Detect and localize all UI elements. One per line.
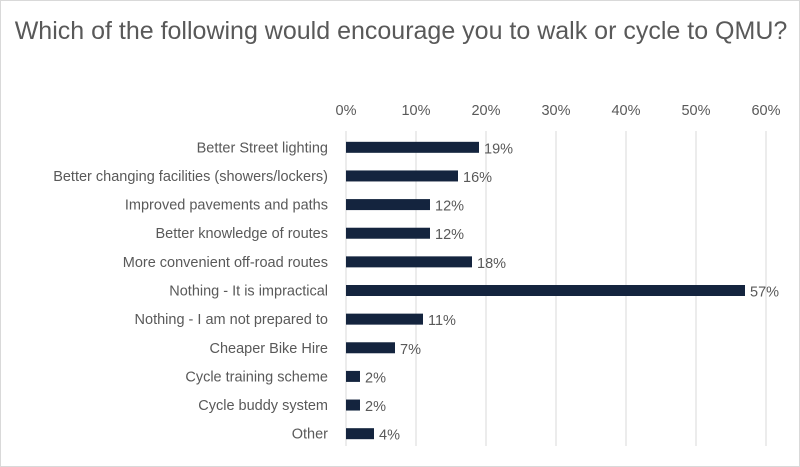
data-label: 16% — [463, 170, 492, 186]
category-label: Cheaper Bike Hire — [210, 341, 328, 357]
bar — [346, 141, 479, 153]
category-label: Cycle training scheme — [185, 369, 328, 385]
data-label: 19% — [484, 141, 513, 157]
category-label: Other — [292, 427, 328, 443]
bar — [346, 170, 458, 182]
data-label: 11% — [428, 313, 456, 329]
bar — [346, 199, 430, 211]
data-label: 18% — [477, 256, 506, 272]
bar — [346, 285, 745, 296]
data-label: 57% — [750, 285, 779, 301]
x-tick-label: 0% — [336, 103, 357, 119]
category-label: Improved pavements and paths — [125, 198, 328, 214]
category-label: Nothing - It is impractical — [169, 284, 328, 300]
bar — [346, 342, 395, 354]
bar — [346, 256, 472, 268]
bar — [346, 428, 374, 440]
x-tick-label: 30% — [541, 103, 570, 119]
data-label: 7% — [400, 342, 421, 358]
data-label: 4% — [379, 428, 400, 444]
category-label: More convenient off-road routes — [123, 255, 328, 271]
bar — [346, 370, 360, 382]
x-tick-label: 60% — [751, 103, 780, 119]
category-label: Better knowledge of routes — [156, 226, 329, 242]
category-label: Better changing facilities (showers/lock… — [53, 169, 328, 185]
chart-title: Which of the following would encourage y… — [14, 17, 788, 45]
bar — [346, 227, 430, 239]
x-tick-label: 50% — [681, 103, 710, 119]
x-tick-label: 10% — [401, 103, 430, 119]
data-label: 12% — [435, 227, 464, 243]
category-label: Cycle buddy system — [198, 398, 328, 414]
x-tick-label: 40% — [611, 103, 640, 119]
x-tick-label: 20% — [471, 103, 500, 119]
bar — [346, 313, 423, 325]
category-label: Nothing - I am not prepared to — [135, 312, 328, 328]
data-label: 2% — [365, 370, 386, 386]
data-label: 2% — [365, 399, 386, 415]
category-label: Better Street lighting — [197, 140, 328, 156]
data-label: 12% — [435, 199, 464, 215]
bar — [346, 399, 360, 411]
